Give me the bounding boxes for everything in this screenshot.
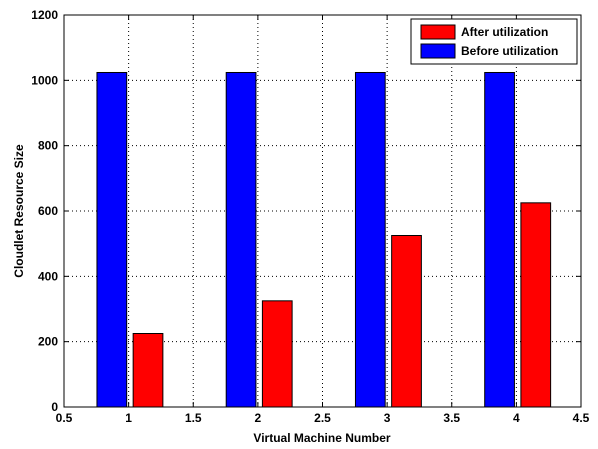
x-tick-label: 2 [255,411,262,425]
x-tick-label: 0.5 [56,411,73,425]
x-tick-label: 3 [384,411,391,425]
before-bar [484,71,515,408]
y-tick-label: 400 [38,269,58,283]
legend-label: Before utilization [461,44,558,58]
x-tick-label: 4.5 [573,411,590,425]
y-tick-label: 200 [38,335,58,349]
legend-swatch [420,24,456,40]
bars [96,71,552,408]
after-bar [261,300,293,408]
x-tick-label: 3.5 [443,411,460,425]
x-ticks: 0.5 1 1.5 2 2.5 3 3.5 4 4.5 [56,15,590,425]
legend-label: After utilization [461,25,548,39]
before-bar [354,71,386,408]
x-tick-label: 4 [513,411,520,425]
y-tick-label: 800 [38,139,58,153]
y-axis-label: Cloudlet Resource Size [12,144,26,278]
legend-swatch [420,43,456,59]
y-tick-label: 1000 [31,73,58,87]
legend: After utilization Before utilization [410,18,578,65]
y-tick-label: 0 [51,400,58,414]
y-tick-label: 600 [38,204,58,218]
grid-lines [64,15,581,407]
x-tick-label: 2.5 [314,411,331,425]
x-tick-label: 1.5 [185,411,202,425]
y-tick-label: 1200 [31,8,58,22]
after-bar [132,333,164,408]
before-bar [96,71,128,408]
before-bar [225,71,257,408]
after-bar [520,202,552,408]
x-tick-label: 1 [125,411,132,425]
after-bar [391,235,422,408]
x-axis-label: Virtual Machine Number [253,431,390,445]
y-ticks: 0 200 400 600 800 1000 1200 [31,8,581,414]
